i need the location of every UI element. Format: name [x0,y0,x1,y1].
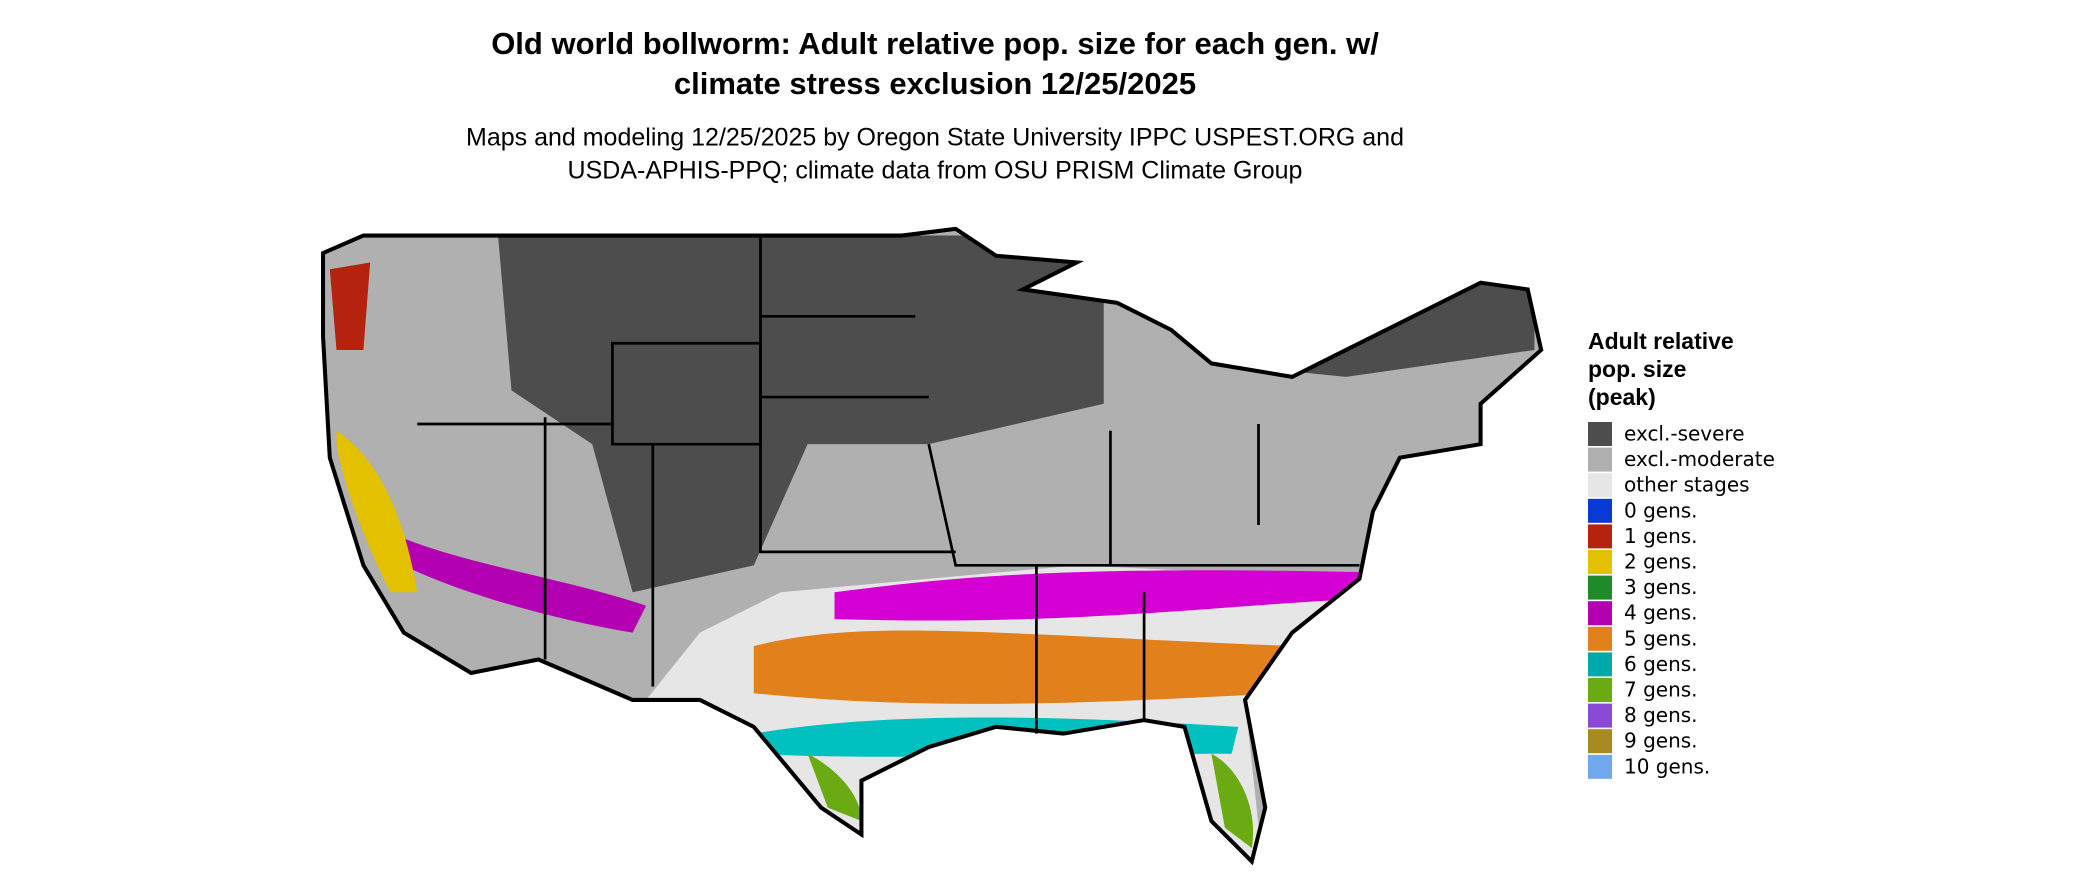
state-borders [417,235,1360,734]
legend-label: 9 gens. [1624,729,1698,753]
legend-label: 0 gens. [1624,498,1698,522]
legend-swatch [1588,678,1612,702]
legend-title: Adult relative [1588,328,1734,354]
legend-label: 8 gens. [1624,703,1698,727]
legend-label: other stages [1624,473,1750,497]
legend-label: 5 gens. [1624,626,1698,650]
legend-label: excl.-moderate [1624,447,1775,471]
legend-label: 7 gens. [1624,678,1698,702]
legend-label: 3 gens. [1624,575,1698,599]
legend-title: pop. size [1588,356,1686,382]
title: Old world bollworm: Adult relative pop. … [491,26,1379,61]
country-outline [321,226,1544,866]
legend-label: 2 gens. [1624,550,1698,574]
subtitle: Maps and modeling 12/25/2025 by Oregon S… [466,124,1404,152]
legend-swatch [1588,703,1612,728]
legend-swatch [1588,652,1612,677]
legend-swatch [1588,422,1612,446]
legend-label: 6 gens. [1624,652,1698,676]
legend-swatch [1588,575,1612,600]
us-map [321,226,1544,866]
title: climate stress exclusion 12/25/2025 [674,66,1196,101]
legend-label: 10 gens. [1624,754,1710,778]
legend-swatch [1588,754,1612,779]
legend-swatch [1588,601,1612,626]
subtitle: USDA-APHIS-PPQ; climate data from OSU PR… [568,157,1303,185]
legend-swatch [1588,447,1612,472]
legend-label: excl.-severe [1624,422,1745,446]
legend-title: (peak) [1588,384,1656,410]
legend-swatch [1588,626,1612,651]
legend-swatch [1588,498,1612,523]
legend-swatch [1588,473,1612,498]
legend-label: 4 gens. [1624,601,1698,625]
legend-label: 1 gens. [1624,524,1698,548]
legend-swatch [1588,729,1612,754]
legend-swatch [1588,550,1612,574]
legend-swatch [1588,524,1612,549]
